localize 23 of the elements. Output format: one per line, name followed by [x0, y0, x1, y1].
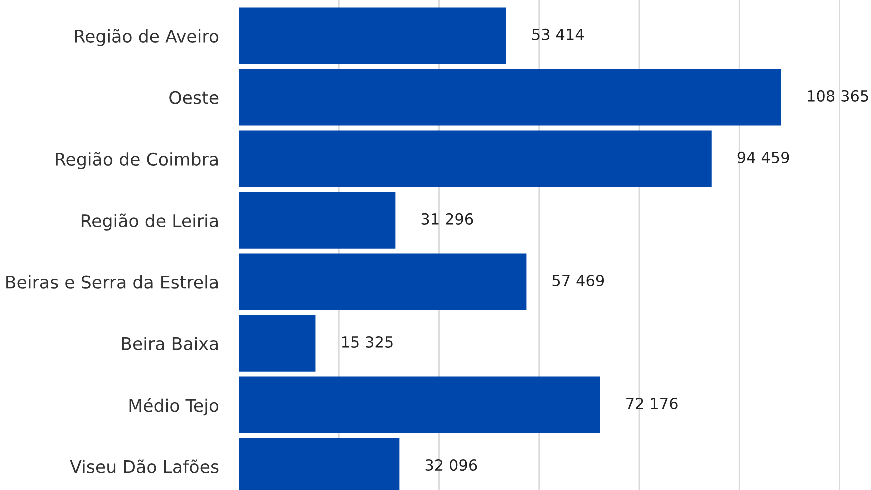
data-label: 57 469 [552, 274, 604, 286]
y-tick-label: Oeste [170, 91, 219, 104]
data-label: 15 325 [342, 336, 393, 348]
bar [239, 192, 396, 249]
data-label: 32 096 [426, 460, 478, 472]
y-tick-label: Região de Leiria [82, 214, 218, 231]
data-label: 108 365 [808, 90, 868, 102]
y-tick-label: Beira Baixa [122, 336, 218, 350]
data-label: 53 414 [532, 28, 584, 40]
bar [239, 8, 506, 64]
bar [239, 376, 600, 434]
data-label: 72 176 [626, 398, 678, 410]
y-tick-label: Viseu Dão Lafões [70, 460, 219, 474]
bar [239, 254, 527, 310]
data-label: 31 296 [422, 213, 474, 225]
bar [239, 69, 782, 126]
y-tick-label: Região de Aveiro [75, 29, 219, 46]
y-tick-label: Beiras e Serra da Estrela [6, 275, 218, 289]
bar [239, 315, 316, 372]
data-label: 94 459 [738, 152, 790, 164]
bar [239, 130, 712, 188]
y-tick-label: Médio Tejo [130, 398, 219, 416]
y-tick-label: Região de Coimbra [56, 152, 218, 170]
